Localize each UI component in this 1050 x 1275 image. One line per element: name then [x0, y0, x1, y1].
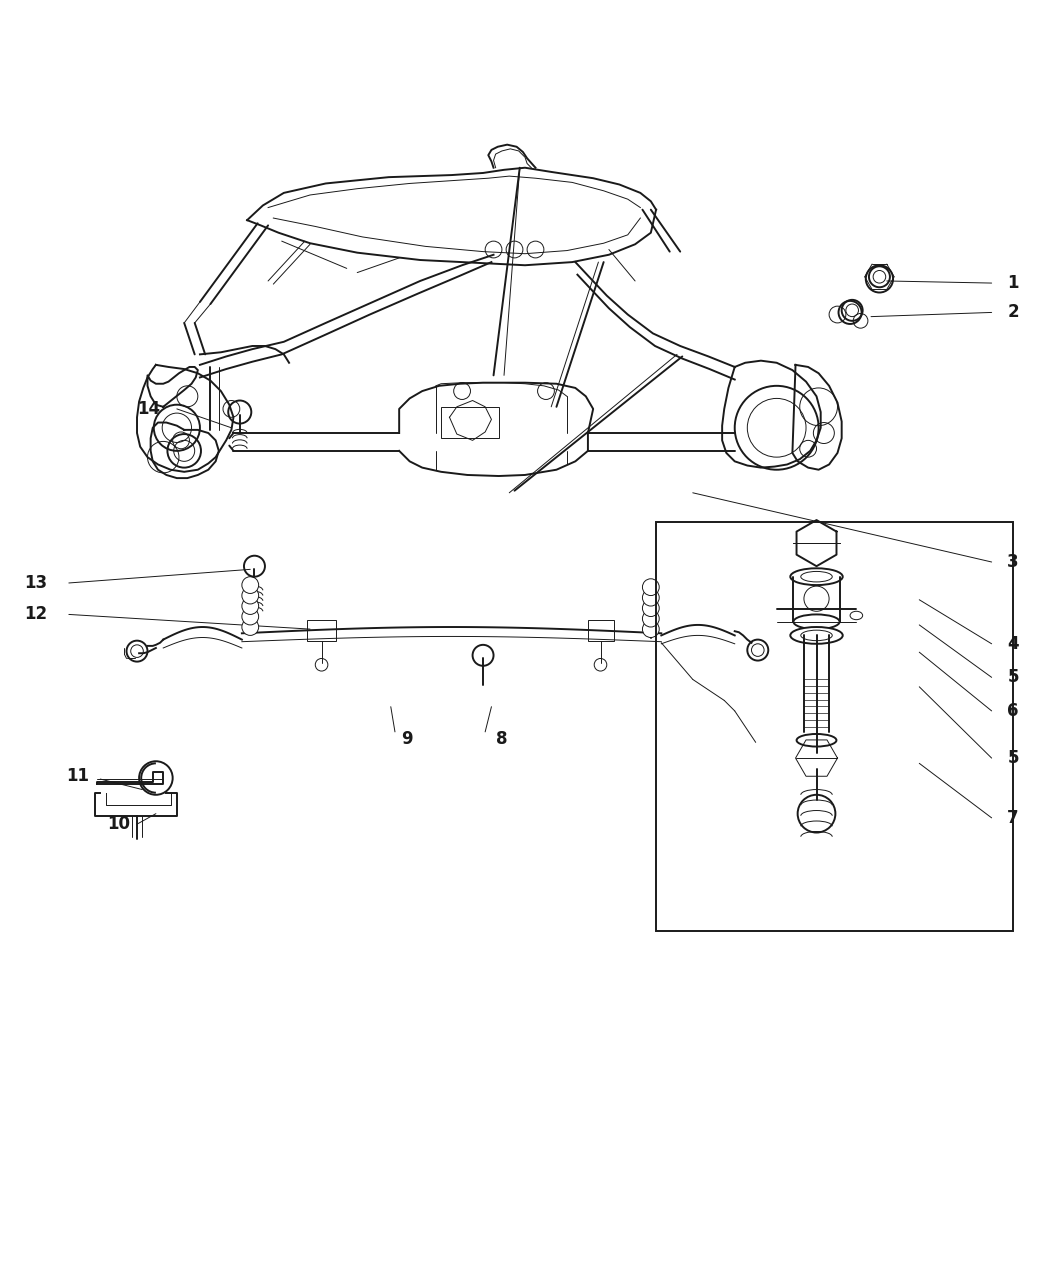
Circle shape — [643, 599, 659, 617]
Circle shape — [643, 579, 659, 595]
Bar — [656, 523, 1012, 931]
Text: 1: 1 — [1007, 274, 1018, 292]
Circle shape — [643, 621, 659, 638]
Text: 6: 6 — [1007, 703, 1018, 720]
Ellipse shape — [791, 627, 843, 644]
Text: 14: 14 — [136, 400, 161, 418]
Text: 11: 11 — [66, 768, 88, 785]
Text: 5: 5 — [1007, 668, 1018, 686]
Bar — [441, 407, 499, 439]
Text: 3: 3 — [1007, 553, 1018, 571]
Bar — [307, 620, 336, 640]
Text: 12: 12 — [24, 606, 47, 623]
Circle shape — [643, 589, 659, 606]
Text: 2: 2 — [1007, 303, 1018, 321]
Ellipse shape — [791, 569, 843, 585]
Text: 5: 5 — [1007, 750, 1018, 768]
Text: 13: 13 — [24, 574, 47, 592]
Text: 4: 4 — [1007, 635, 1018, 653]
Circle shape — [242, 608, 258, 625]
Circle shape — [242, 576, 258, 593]
Text: 8: 8 — [496, 731, 507, 748]
Text: 10: 10 — [108, 815, 130, 833]
Circle shape — [643, 611, 659, 627]
Text: 7: 7 — [1007, 808, 1018, 827]
Circle shape — [242, 598, 258, 615]
Text: 9: 9 — [401, 731, 413, 748]
Ellipse shape — [794, 615, 840, 629]
Circle shape — [242, 618, 258, 635]
Ellipse shape — [797, 734, 837, 747]
Bar — [588, 620, 614, 640]
Circle shape — [242, 588, 258, 604]
